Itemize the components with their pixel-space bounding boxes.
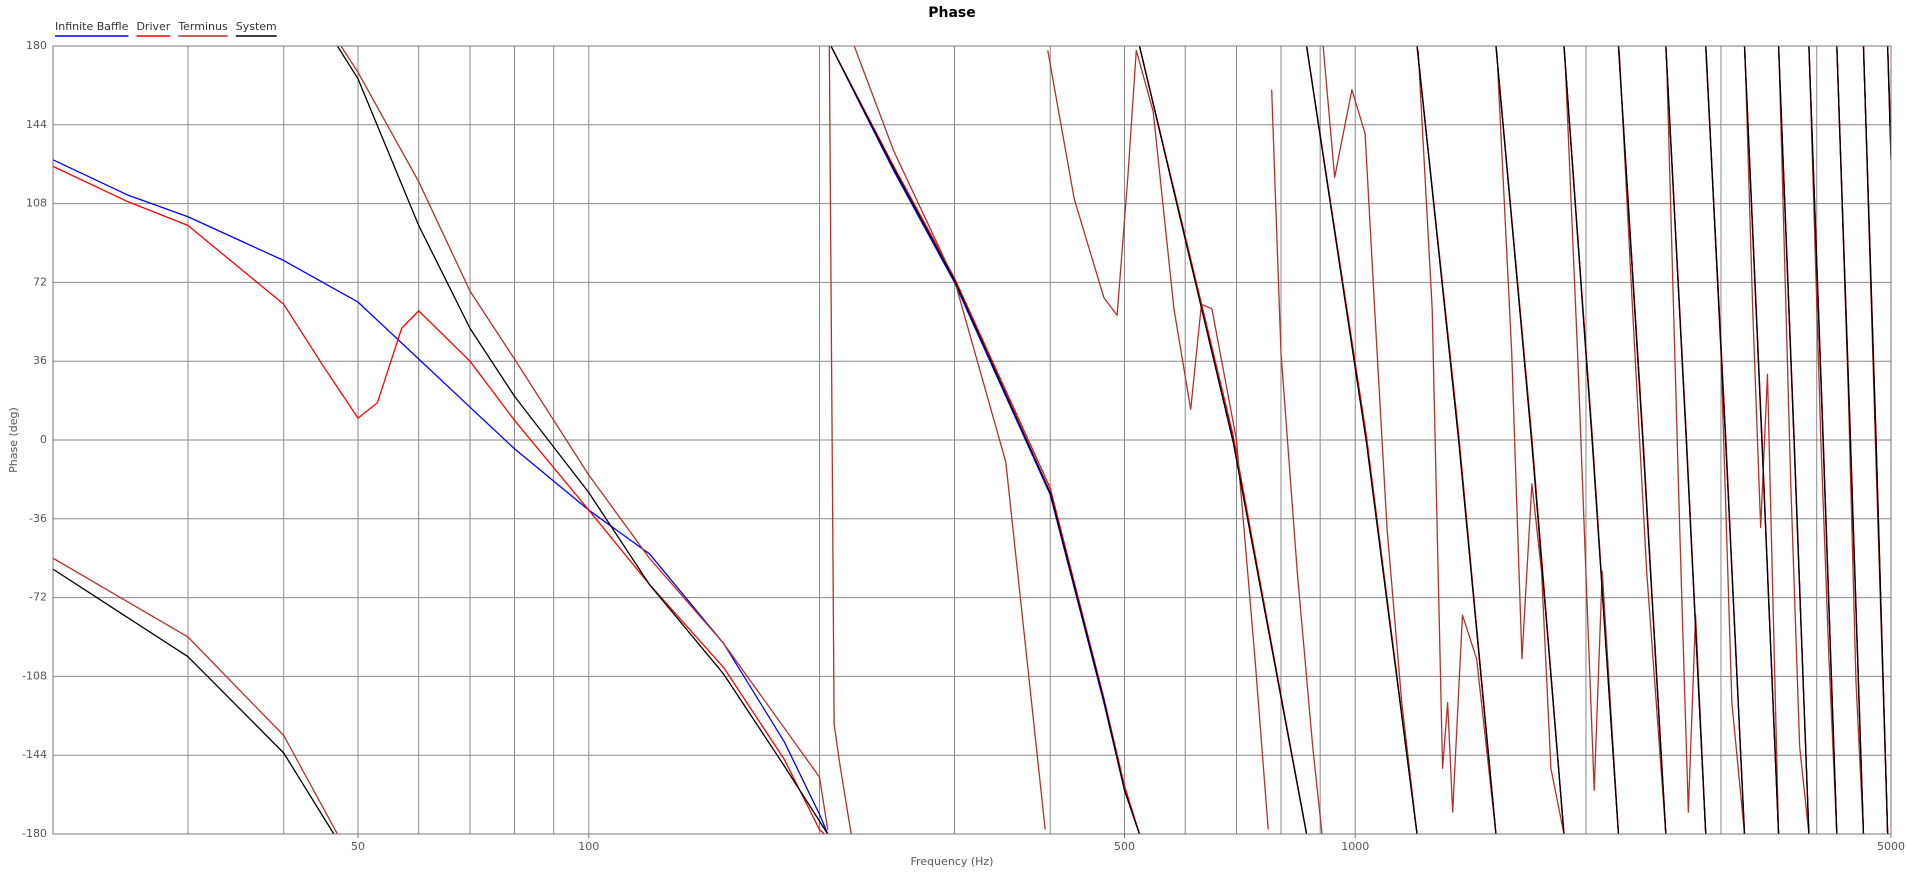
y-tick-label: -144 (22, 748, 47, 761)
y-tick-label: -36 (29, 512, 47, 525)
x-axis-title: Frequency (Hz) (911, 855, 994, 868)
y-tick-label: -180 (22, 827, 47, 840)
chart-title: Phase (928, 5, 976, 21)
x-tick-label: 100 (578, 840, 599, 853)
grid: -180 -144 -108 -72 -36 0 36 72 108 144 180 50 100 500… (22, 39, 1905, 853)
legend-label: System (236, 20, 277, 33)
legend-label: Infinite Baffle (55, 20, 129, 33)
y-tick-label: 36 (33, 354, 47, 367)
y-tick-label: 72 (33, 275, 47, 288)
legend-label: Terminus (177, 20, 228, 33)
y-tick-label: 180 (26, 39, 47, 52)
y-tick-label: -108 (22, 669, 47, 682)
series-line (53, 46, 1891, 834)
x-tick-label: 50 (351, 840, 365, 853)
x-tick-label: 5000 (1877, 840, 1905, 853)
x-tick-label: 1000 (1341, 840, 1369, 853)
y-tick-label: 0 (40, 433, 47, 446)
legend-label: Driver (136, 20, 170, 33)
plot-lines (53, 46, 1891, 834)
y-tick-label: 144 (26, 118, 47, 131)
legend: Infinite Baffle Driver Terminus System (55, 20, 277, 37)
y-axis-title: Phase (deg) (7, 407, 20, 473)
series-line (53, 46, 1891, 834)
y-tick-label: 108 (26, 197, 47, 210)
x-tick-label: 500 (1114, 840, 1135, 853)
y-tick-label: -72 (29, 591, 47, 604)
plot-frame (52, 45, 1892, 835)
